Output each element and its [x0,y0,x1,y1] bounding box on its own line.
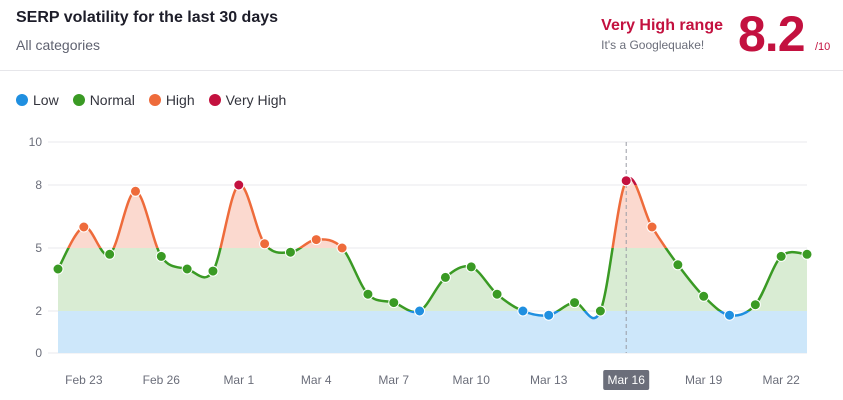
x-tick-label: Mar 22 [762,373,800,387]
data-point[interactable] [672,259,684,271]
y-tick-label: 8 [35,178,42,192]
x-tick-label: Mar 10 [453,373,491,387]
data-point[interactable] [414,305,426,317]
data-point[interactable] [698,290,710,302]
data-point[interactable] [749,299,761,311]
data-point[interactable] [207,265,219,277]
legend-item-normal[interactable]: Normal [72,92,135,108]
legend-item-high[interactable]: High [148,92,195,108]
data-point[interactable] [284,246,296,258]
data-point[interactable] [155,250,167,262]
data-point[interactable] [52,263,64,275]
data-point[interactable] [362,288,374,300]
data-point[interactable] [465,261,477,273]
band-high [58,178,807,248]
chart-title: SERP volatility for the last 30 days [16,9,279,26]
card-header: SERP volatility for the last 30 days All… [0,0,843,71]
data-point[interactable] [104,248,116,260]
data-point[interactable] [801,248,813,260]
data-point[interactable] [259,238,271,250]
range-box: Very High range It's a Googlequake! [601,17,723,52]
range-subtitle: It's a Googlequake! [601,38,705,52]
legend-label-low: Low [33,92,59,108]
selected-date-badge [603,370,650,390]
data-point[interactable] [388,297,400,309]
legend-dot-low [16,94,28,106]
x-tick-label: Mar 19 [685,373,723,387]
x-tick-label: Mar 1 [223,373,254,387]
band-normal [58,248,807,311]
data-point[interactable] [181,263,193,275]
legend-dot-high [148,94,161,106]
band-low [58,311,807,353]
legend-label-normal: Normal [89,92,135,108]
y-tick-label: 10 [29,135,43,149]
legend-item-low[interactable]: Low [16,92,59,108]
x-tick-label: Mar 13 [530,373,568,387]
range-title: Very High range [601,17,723,34]
y-tick-label: 0 [35,346,42,360]
data-point[interactable] [543,309,555,321]
legend-item-very-high[interactable]: Very High [208,92,287,108]
x-tick-label: Mar 7 [378,373,409,387]
y-tick-label: 5 [35,241,42,255]
data-point[interactable] [594,305,606,317]
data-point[interactable] [491,288,503,300]
data-point[interactable] [78,221,90,233]
data-point[interactable] [775,250,787,262]
data-point[interactable] [620,175,632,187]
data-point[interactable] [439,271,451,283]
data-point[interactable] [310,234,322,246]
data-point[interactable] [646,221,658,233]
x-tick-label: Feb 26 [143,373,181,387]
score-value: 8.2 [738,6,806,62]
category-selector[interactable]: All categories [16,37,101,53]
legend-dot-normal [72,94,85,106]
data-point[interactable] [724,309,736,321]
data-point[interactable] [129,185,141,197]
score-max: /10 [815,41,831,53]
x-tick-label: Feb 23 [65,373,103,387]
data-point[interactable] [336,242,348,254]
data-point[interactable] [233,179,245,191]
chart-legend: Low Normal High Very High [16,92,286,108]
data-point[interactable] [517,305,529,317]
legend-dot-very-high [208,94,221,106]
data-point[interactable] [569,297,581,309]
legend-label-very-high: Very High [225,92,287,108]
x-tick-label: Mar 16 [608,373,646,387]
x-tick-label: Mar 4 [301,373,332,387]
y-tick-label: 2 [35,304,42,318]
legend-label-high: High [165,92,195,108]
